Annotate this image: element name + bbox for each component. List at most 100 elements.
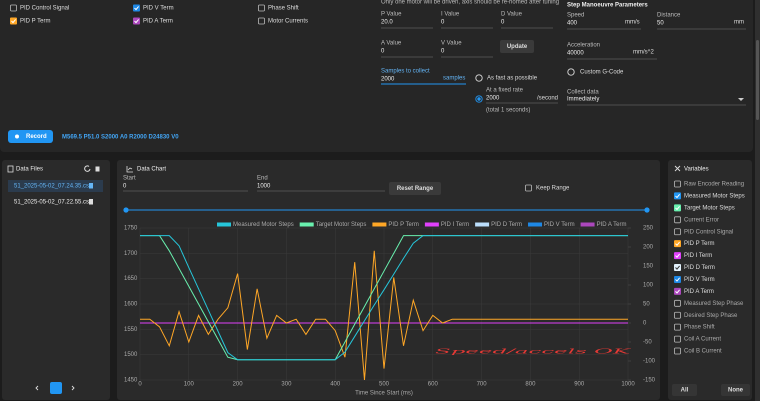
- delete-icon[interactable]: [95, 166, 100, 172]
- y2-tick-label: 200: [643, 245, 654, 251]
- variable-label: Phase Shift: [684, 325, 715, 331]
- y2-tick-label: 100: [643, 283, 654, 289]
- button[interactable]: [672, 384, 697, 396]
- slider-knob[interactable]: [123, 207, 129, 213]
- checkmark: [675, 253, 680, 258]
- label: 40000: [567, 51, 584, 57]
- checkbox[interactable]: [525, 184, 532, 192]
- checkbox[interactable]: [10, 17, 17, 25]
- checkbox[interactable]: [10, 4, 17, 12]
- legend-label: Measured Motor Steps: [233, 222, 294, 228]
- label: Data Chart: [137, 167, 166, 173]
- checkmark: [675, 277, 680, 282]
- checkbox[interactable]: [674, 252, 681, 260]
- chart-icon: [126, 166, 133, 173]
- checkbox[interactable]: [674, 335, 681, 343]
- checkbox[interactable]: [258, 17, 265, 25]
- label: Immediately: [567, 97, 599, 103]
- prev-page[interactable]: [35, 385, 39, 391]
- legend-label: PID D Term: [491, 222, 522, 228]
- checkbox[interactable]: [674, 240, 681, 248]
- files-card: [2, 160, 110, 400]
- variable-label: Current Error: [684, 217, 719, 223]
- y-tick-label: 1500: [124, 352, 138, 358]
- checkmark: [134, 6, 139, 11]
- button[interactable]: [721, 384, 750, 396]
- checkbox[interactable]: [674, 180, 681, 188]
- button-label: None: [728, 388, 744, 394]
- checkbox[interactable]: [674, 264, 681, 272]
- label: 0: [441, 20, 445, 26]
- label: Record: [26, 134, 47, 140]
- label: PID A Term: [143, 19, 173, 25]
- legend-label: PID P Term: [388, 222, 418, 228]
- checkbox[interactable]: [674, 287, 681, 295]
- label: 1000: [257, 184, 271, 190]
- file-icon: [7, 165, 14, 173]
- checkbox[interactable]: [258, 4, 265, 12]
- checkbox[interactable]: [674, 204, 681, 212]
- label: Only one motor will be driven, axis shou…: [381, 0, 559, 6]
- label: Speed: [567, 13, 584, 19]
- dropdown-arrow[interactable]: [738, 98, 744, 101]
- checkbox[interactable]: [133, 17, 140, 25]
- checkmark: [675, 241, 680, 247]
- y2-tick-label: -150: [643, 378, 656, 384]
- record-button[interactable]: [8, 130, 53, 143]
- annotation: Speed/accels OK: [435, 349, 632, 356]
- label: I Value: [441, 12, 460, 18]
- file-name: 51_2025-05-02_07.24.35.csv: [14, 184, 92, 190]
- checkmark: [134, 19, 139, 24]
- slider-knob[interactable]: [644, 207, 650, 213]
- checkbox[interactable]: [674, 216, 681, 224]
- label: Samples to collect: [381, 69, 430, 75]
- page-box[interactable]: [50, 382, 62, 394]
- checkbox[interactable]: [674, 192, 681, 200]
- checkbox[interactable]: [674, 347, 681, 355]
- label: Start: [123, 176, 136, 182]
- label: mm/s: [625, 20, 640, 26]
- legend-swatch: [372, 222, 387, 227]
- label: D Value: [501, 12, 523, 18]
- button[interactable]: [389, 182, 441, 195]
- legend-label: PID A Term: [597, 222, 627, 228]
- x-tick-label: 300: [281, 382, 292, 388]
- label: A Value: [381, 41, 402, 47]
- next-page[interactable]: [71, 385, 75, 391]
- variable-label: PID V Term: [684, 277, 715, 283]
- y-tick-label: 1700: [124, 251, 138, 257]
- variable-label: PID P Term: [684, 241, 714, 247]
- label: Collect data: [567, 90, 599, 96]
- refresh-icon[interactable]: [84, 165, 91, 172]
- checkbox[interactable]: [133, 4, 140, 12]
- scrollbar: [755, 0, 760, 401]
- checkbox[interactable]: [674, 275, 681, 283]
- label: 20.0: [381, 20, 393, 26]
- legend-swatch: [528, 222, 543, 227]
- label: Acceleration: [567, 43, 600, 49]
- checkbox[interactable]: [674, 311, 681, 319]
- checkmark: [11, 19, 16, 24]
- radio[interactable]: [475, 74, 483, 82]
- delete-icon[interactable]: [89, 199, 93, 205]
- series-line: [140, 235, 628, 361]
- label: /second: [537, 96, 558, 102]
- label: 2000: [486, 96, 500, 102]
- legend-label: PID V Term: [544, 222, 575, 228]
- delete-icon[interactable]: [89, 183, 93, 189]
- y-tick-label: 1750: [124, 226, 138, 232]
- label: 0: [381, 49, 385, 55]
- checkbox[interactable]: [674, 228, 681, 236]
- radio[interactable]: [567, 68, 575, 76]
- variables-card: [668, 160, 752, 400]
- checkbox[interactable]: [674, 323, 681, 331]
- x-tick-label: 500: [379, 382, 390, 388]
- button-label: Update: [507, 44, 528, 50]
- record-dot: [15, 134, 19, 139]
- button[interactable]: [500, 40, 534, 53]
- checkbox[interactable]: [674, 299, 681, 307]
- x-tick-label: 200: [233, 382, 244, 388]
- radio[interactable]: [475, 95, 483, 103]
